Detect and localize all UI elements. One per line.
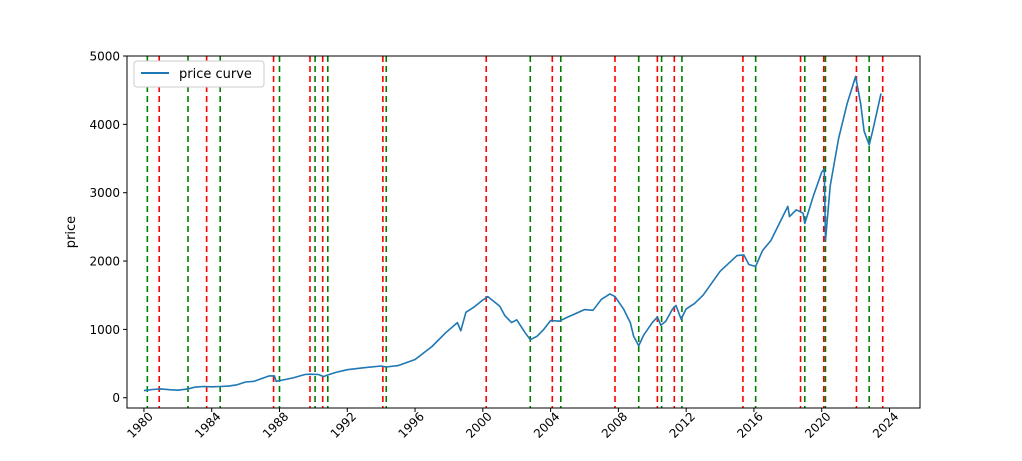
y-tick-label: 2000 xyxy=(89,255,120,269)
series-line-1 xyxy=(143,75,882,392)
series-layer xyxy=(143,75,882,392)
y-axis-label: price xyxy=(64,216,79,248)
legend-label: price curve xyxy=(179,67,252,82)
y-tick-label: 4000 xyxy=(89,118,120,132)
y-tick-label: 0 xyxy=(112,391,120,405)
legend-box xyxy=(133,60,265,88)
legend: price curve xyxy=(133,60,265,88)
y-tick-label: 3000 xyxy=(89,186,120,200)
y-tick-label: 1000 xyxy=(89,323,120,337)
y-tick-label: 5000 xyxy=(89,50,120,64)
axes-frame xyxy=(126,55,921,409)
y-axis: 0 1000 2000 3000 4000 5000 xyxy=(89,50,127,405)
